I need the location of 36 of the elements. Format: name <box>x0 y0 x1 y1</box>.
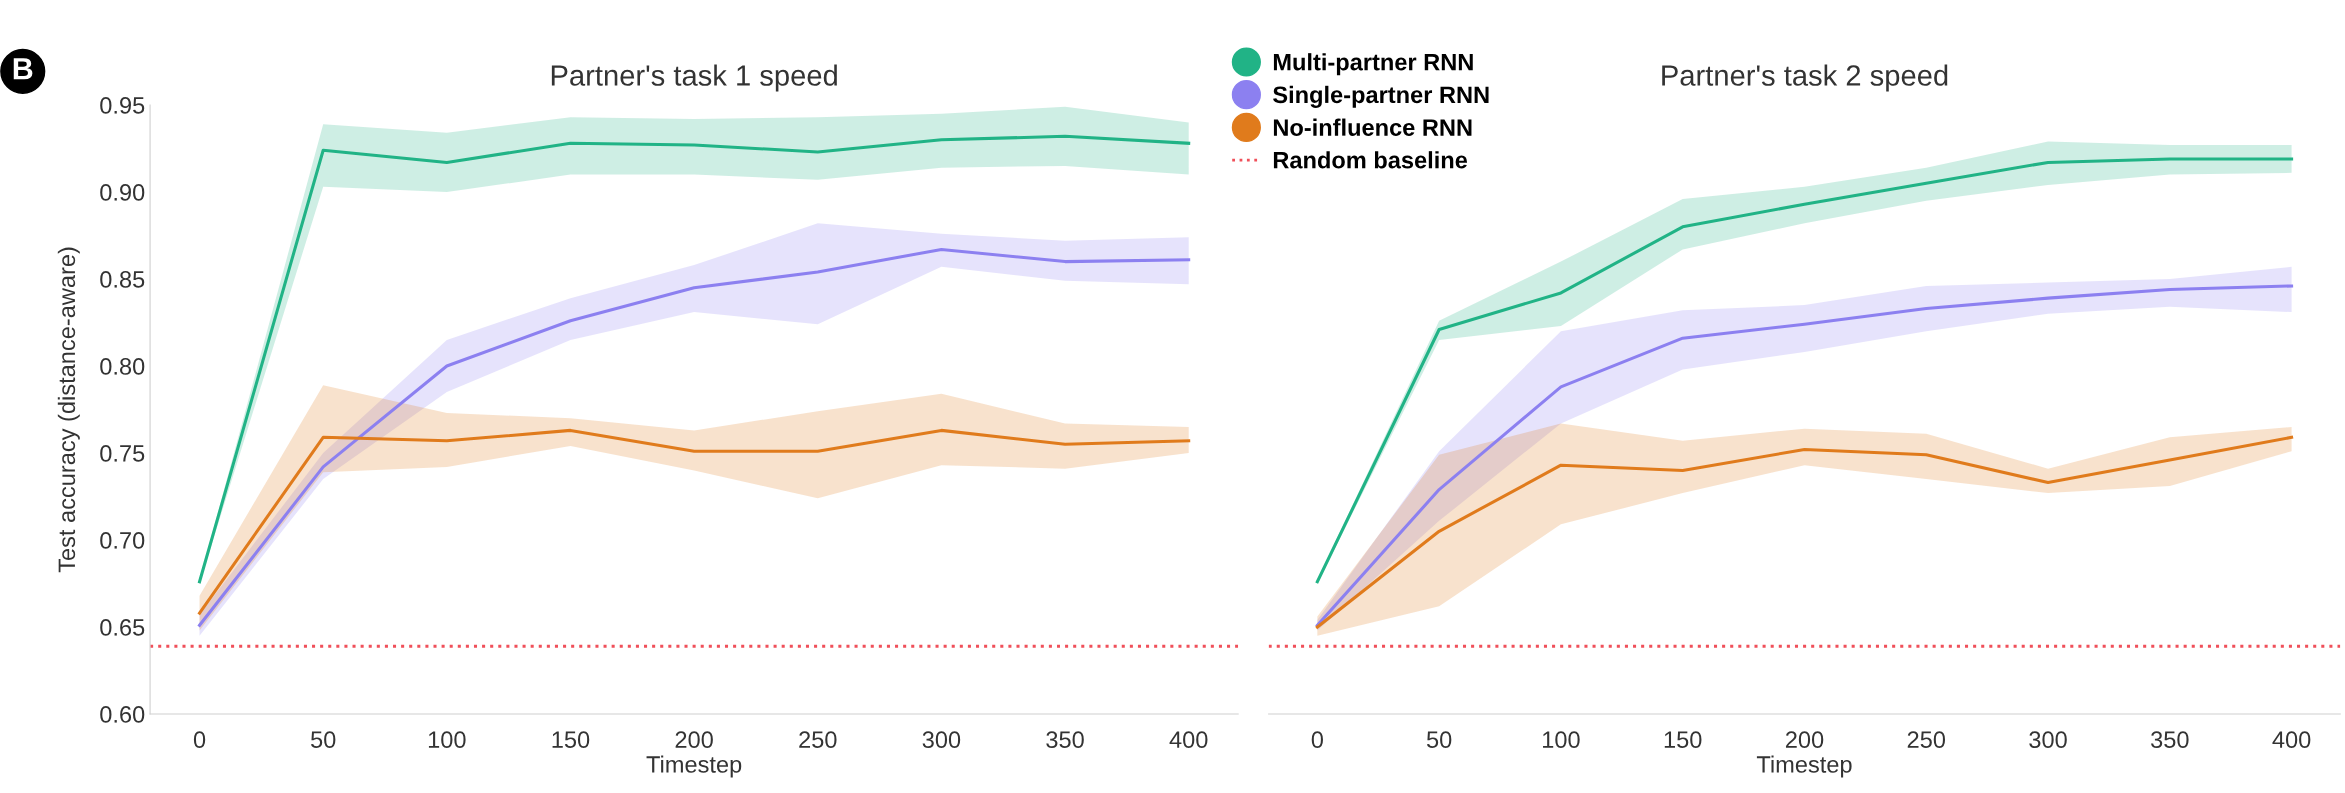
legend-label: No-influence RNN <box>1273 118 1472 136</box>
x-tick-label: 400 <box>2272 731 2311 749</box>
x-tick-label: 50 <box>1426 731 1452 749</box>
legend-label: Random baseline <box>1273 151 1468 169</box>
x-tick-label: 350 <box>2151 731 2189 749</box>
y-tick-label: 0.75 <box>100 445 145 462</box>
x-tick-label: 0 <box>1311 731 1323 749</box>
y-tick-label: 0.95 <box>100 97 145 114</box>
x-tick-label: 300 <box>2029 731 2067 749</box>
y-tick-label: 0.80 <box>100 358 145 375</box>
x-axis-title: Timestep <box>1756 755 1852 778</box>
y-tick-label: 0.60 <box>100 706 145 723</box>
y-tick-label: 0.65 <box>100 619 145 636</box>
x-tick-label: 0 <box>193 731 206 749</box>
y-tick-label: 0.70 <box>100 532 145 549</box>
x-tick-label: 100 <box>1543 731 1580 749</box>
chart-title: Partner's task 1 speed <box>551 64 837 92</box>
x-tick-label: 350 <box>1046 731 1084 749</box>
chart-title: Partner's task 2 speed <box>1662 64 1948 92</box>
x-tick-label: 100 <box>428 731 466 749</box>
x-tick-label: 300 <box>922 731 961 749</box>
x-tick-label: 200 <box>1785 731 1824 749</box>
x-tick-label: 250 <box>799 731 837 749</box>
x-tick-label: 200 <box>675 731 713 749</box>
y-tick-label: 0.85 <box>100 271 145 288</box>
x-tick-label: 50 <box>311 731 336 749</box>
y-axis-title: Test accuracy (distance-aware) <box>57 247 80 573</box>
x-tick-label: 150 <box>1664 731 1702 749</box>
x-tick-label: 250 <box>1907 731 1946 749</box>
legend-label: Single-partner RNN <box>1273 85 1489 108</box>
x-tick-label: 400 <box>1169 731 1208 749</box>
y-tick-label: 0.90 <box>100 184 145 201</box>
x-axis-title: Timestep <box>646 755 742 778</box>
text: B <box>13 58 33 80</box>
legend-label: Multi-partner RNN <box>1273 53 1473 76</box>
x-tick-label: 150 <box>552 731 590 749</box>
